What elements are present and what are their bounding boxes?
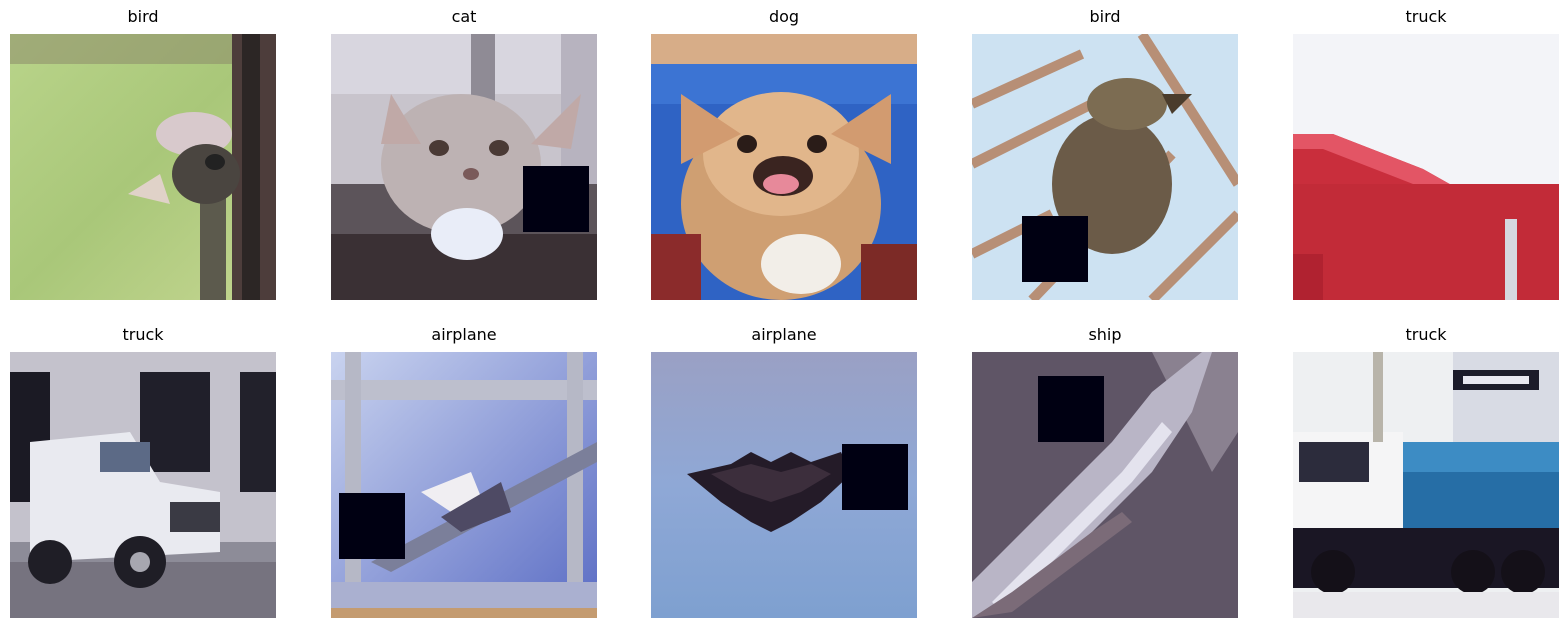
- image-truck-red: [1293, 34, 1559, 300]
- panel-title: dog: [768, 7, 800, 26]
- ship-hull-picture: [972, 352, 1238, 618]
- airplane-window-picture: [331, 352, 597, 618]
- airplane-flying-wing-picture: [651, 352, 917, 618]
- panel-title: truck: [1405, 7, 1447, 26]
- image-dog-chihuahua: [651, 34, 917, 300]
- truck-white-pickup-picture: [10, 352, 276, 618]
- truck-red-picture: [1293, 34, 1559, 300]
- panel-title: bird: [127, 7, 159, 26]
- panel-title: ship: [1088, 325, 1122, 344]
- panel-title: airplane: [431, 325, 497, 344]
- bird-ostrich-picture: [10, 34, 276, 300]
- panel-title: truck: [122, 325, 164, 344]
- image-truck-white-pickup: [10, 352, 276, 618]
- image-airplane-window: [331, 352, 597, 618]
- panel-title: bird: [1089, 7, 1121, 26]
- truck-blue-dump-picture: [1293, 352, 1559, 618]
- image-cat-kitten: [331, 34, 597, 300]
- cat-kitten-picture: [331, 34, 597, 300]
- image-bird-ostrich: [10, 34, 276, 300]
- panel-title: truck: [1405, 325, 1447, 344]
- panel-title: cat: [451, 7, 477, 26]
- image-truck-blue-dump: [1293, 352, 1559, 618]
- image-bird-branches: [972, 34, 1238, 300]
- panel-title: airplane: [751, 325, 817, 344]
- dog-chihuahua-picture: [651, 34, 917, 300]
- image-airplane-flying-wing: [651, 352, 917, 618]
- image-ship-hull: [972, 352, 1238, 618]
- bird-branches-picture: [972, 34, 1238, 300]
